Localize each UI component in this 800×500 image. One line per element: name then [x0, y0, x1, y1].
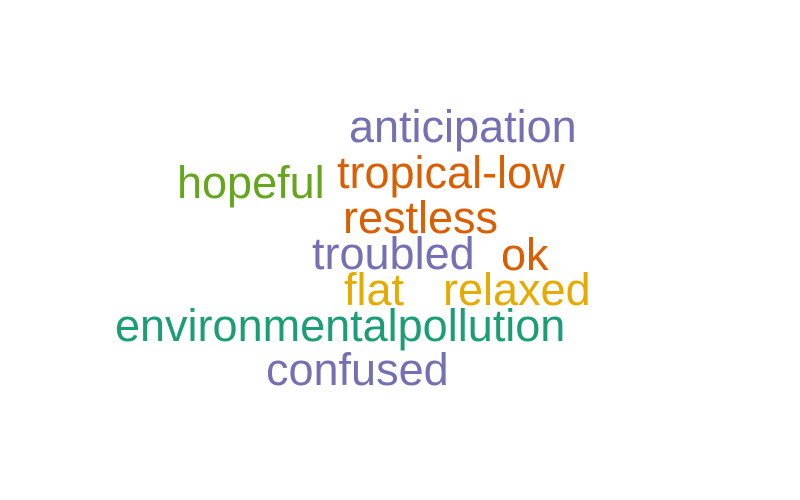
- word-tropical-low: tropical-low: [337, 147, 565, 198]
- word-flat: flat: [344, 264, 405, 315]
- word-anticipation: anticipation: [349, 101, 577, 152]
- word-ok: ok: [501, 229, 549, 280]
- word-restless: restless: [343, 192, 499, 243]
- word-confused: confused: [266, 344, 449, 395]
- word-environmentalpollution: environmentalpollution: [115, 300, 566, 351]
- word-hopeful: hopeful: [177, 157, 325, 208]
- word-troubled: troubled: [312, 228, 475, 279]
- word-relaxed: relaxed: [443, 264, 591, 315]
